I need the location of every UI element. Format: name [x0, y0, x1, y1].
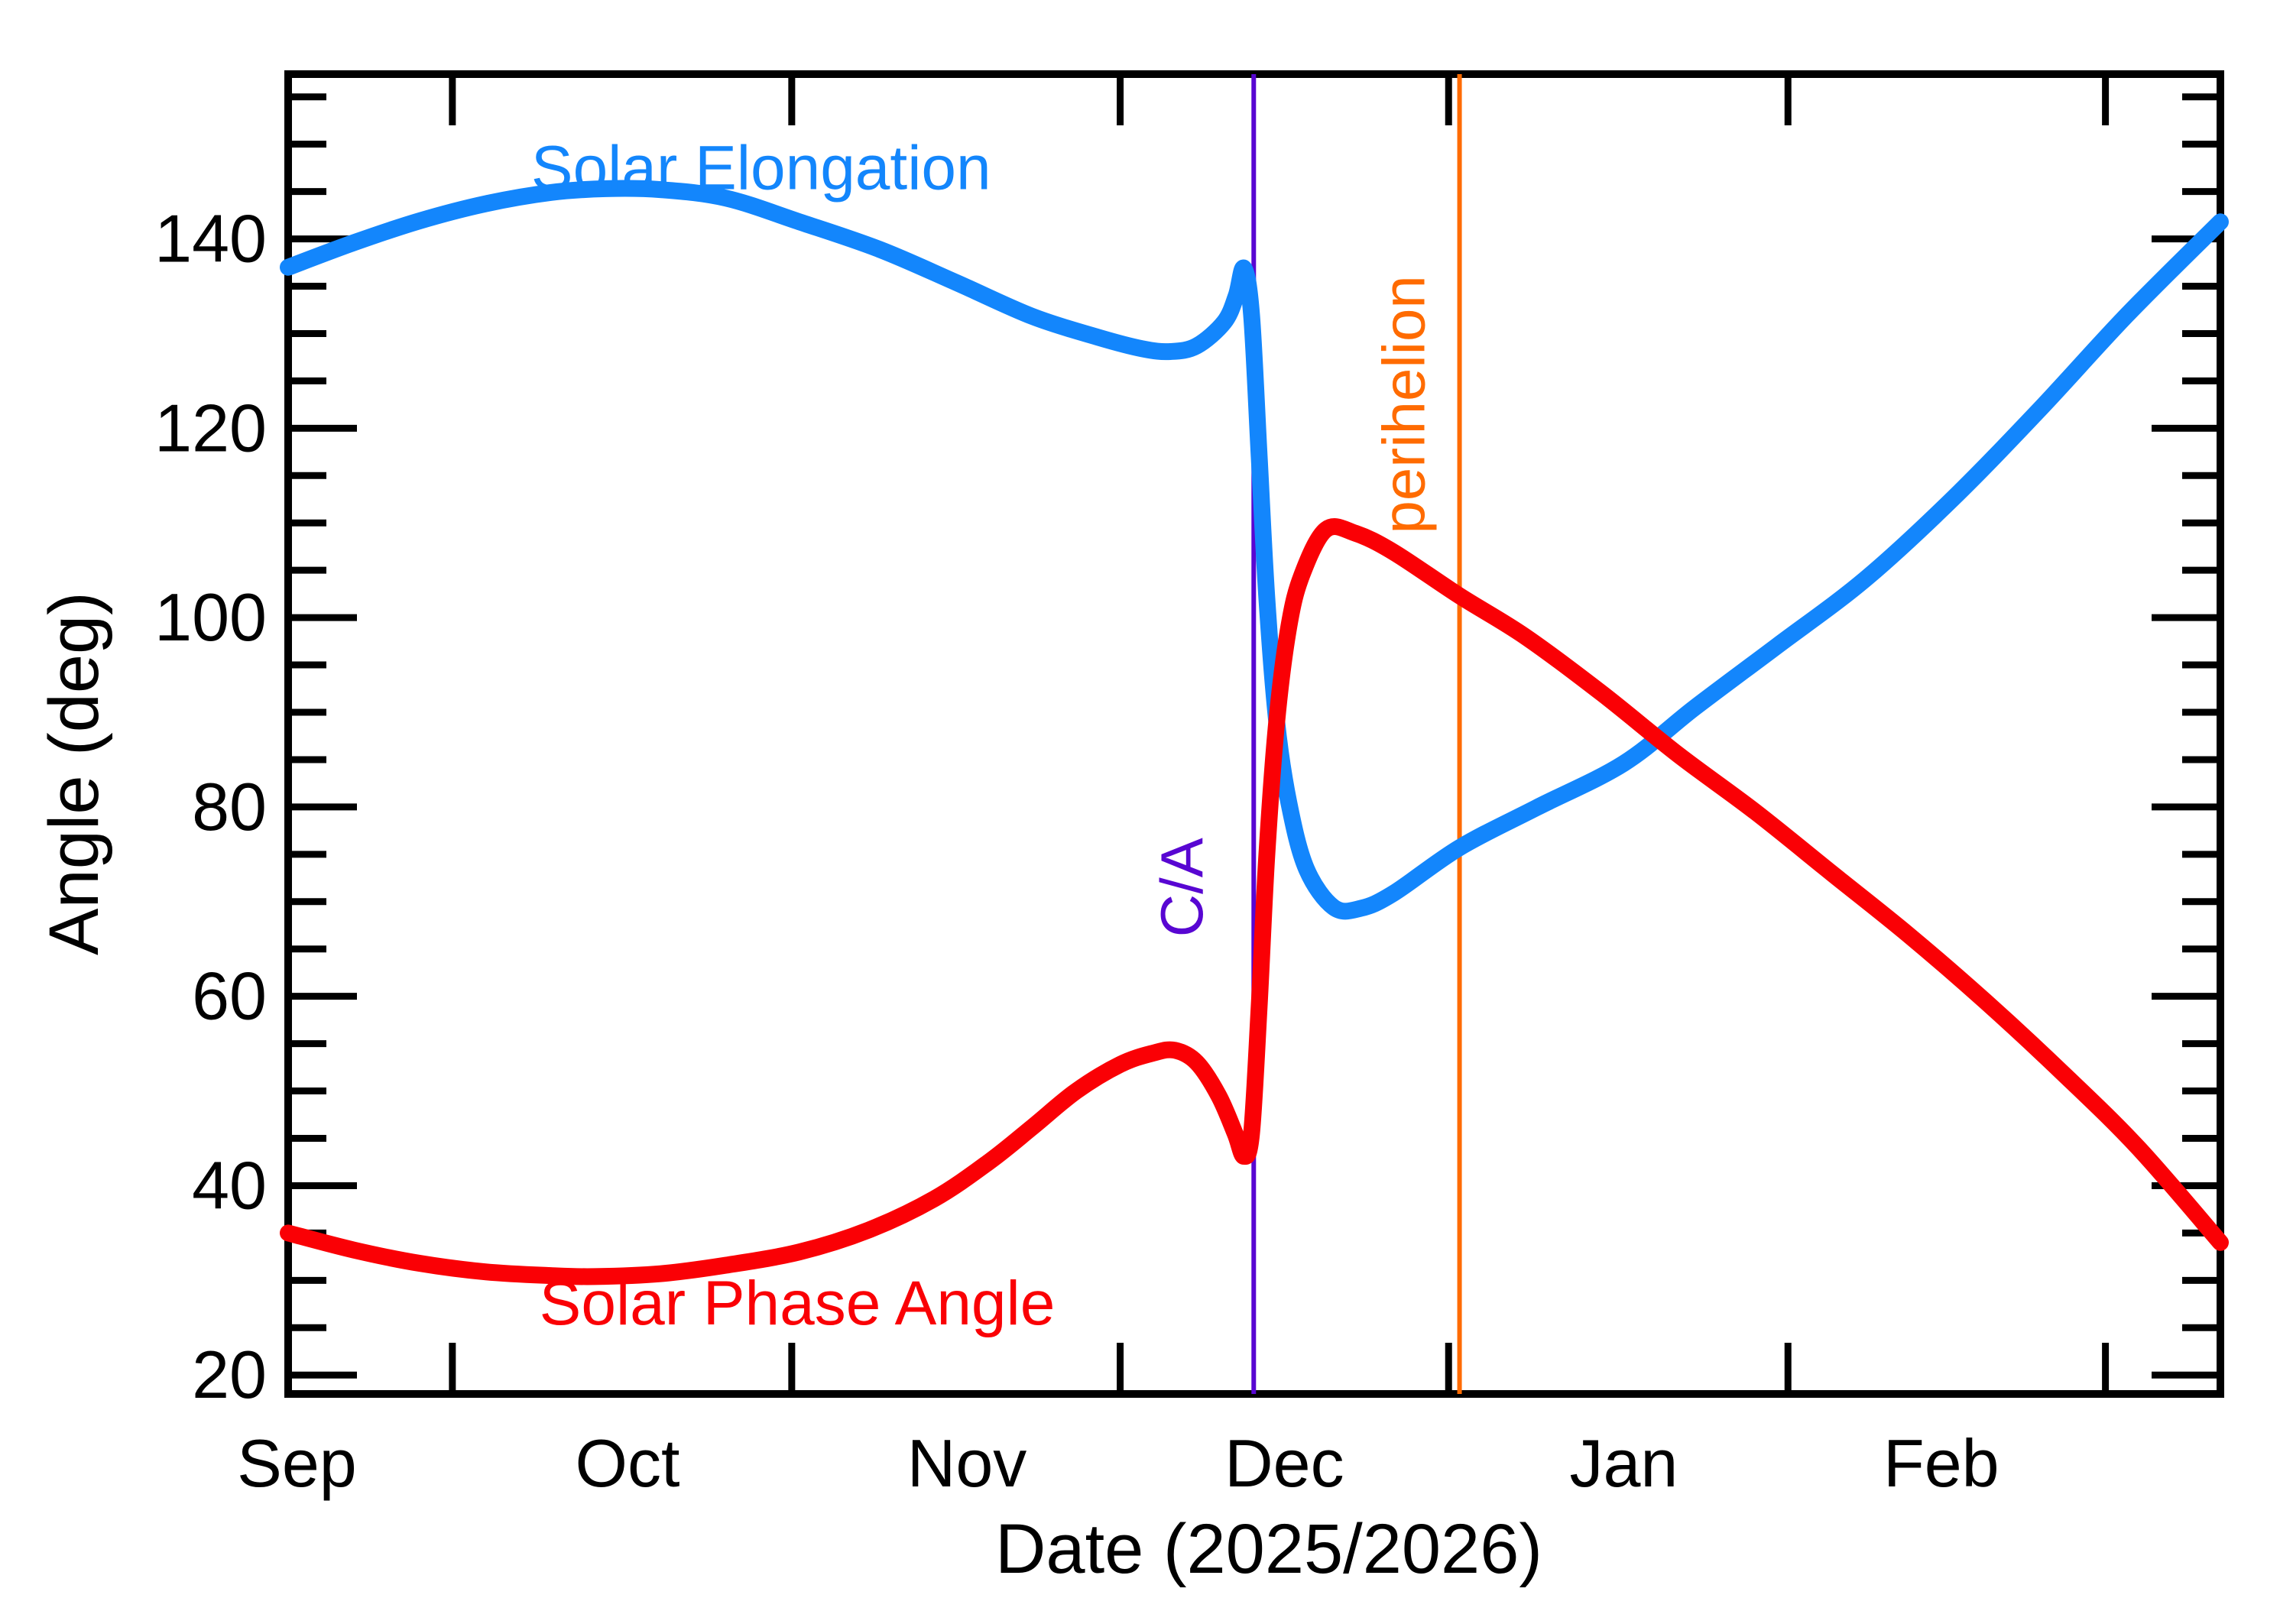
solar-elongation-label: Solar Elongation: [531, 134, 991, 203]
x-axis-title: Date (2025/2026): [995, 1510, 1542, 1588]
y-axis-title: Angle (deg): [35, 592, 113, 955]
x-month-label: Dec: [1224, 1425, 1344, 1501]
y-tick-label: 80: [192, 769, 267, 844]
solar-phase-angle-label: Solar Phase Angle: [540, 1269, 1056, 1338]
x-month-label: Oct: [576, 1425, 680, 1501]
y-tick-label: 60: [192, 958, 267, 1034]
perihelion-label: perihelion: [1370, 275, 1438, 533]
y-tick-label: 40: [192, 1147, 267, 1223]
y-tick-label: 20: [192, 1337, 267, 1412]
y-tick-label: 100: [154, 579, 267, 655]
x-month-label: Jan: [1569, 1425, 1678, 1501]
y-tick-label: 120: [154, 390, 267, 465]
solar-phase-angle-curve: [280, 518, 2229, 1285]
ca-label: C/A: [1148, 838, 1215, 937]
x-month-label: Feb: [1883, 1425, 1999, 1501]
y-tick-label: 140: [154, 201, 267, 277]
x-month-label: Sep: [237, 1425, 357, 1501]
x-month-label: Nov: [907, 1425, 1027, 1501]
solar-elongation-curve: [280, 180, 2229, 920]
